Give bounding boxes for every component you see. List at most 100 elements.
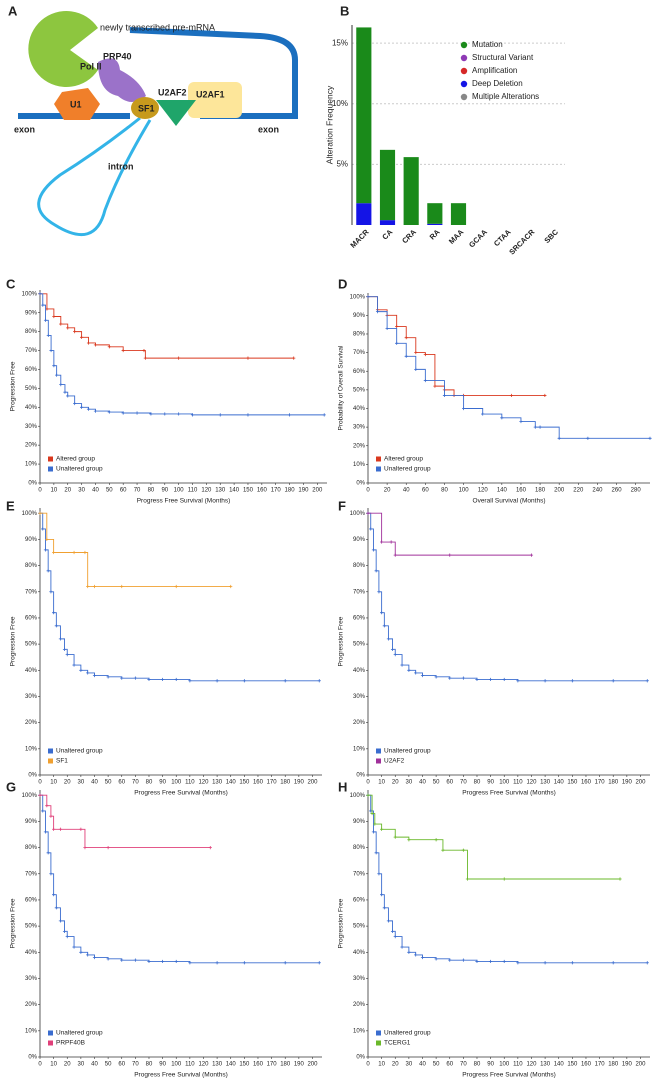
censor-mark	[218, 413, 222, 417]
x-tick-label: 120	[478, 488, 489, 494]
x-tick-label: 10	[51, 488, 58, 494]
censor-mark	[461, 848, 465, 852]
bar-segment	[427, 223, 443, 225]
survival-curve	[368, 512, 648, 682]
censor-mark	[618, 877, 622, 881]
legend-label: Deep Deletion	[472, 79, 523, 88]
node-label: U1	[70, 99, 82, 109]
censor-mark	[86, 953, 90, 957]
x-tick-label: 20	[392, 780, 399, 786]
censor-mark	[434, 957, 438, 961]
censor-mark	[49, 590, 53, 594]
x-axis-label: Progress Free Survival (Months)	[462, 790, 556, 797]
x-tick-label: 180	[608, 1062, 619, 1068]
censor-mark	[38, 292, 42, 296]
censor-mark	[92, 584, 97, 589]
y-axis-label: Progression Free	[10, 361, 17, 411]
x-tick-label: 10	[378, 1062, 385, 1068]
censor-mark	[317, 961, 321, 965]
x-tick-label: 180	[285, 488, 296, 494]
y-tick-label: 70%	[353, 871, 366, 877]
x-tick-label: 120	[526, 1062, 537, 1068]
sf1-shape	[131, 97, 159, 119]
legend-label: Amplification	[472, 66, 517, 75]
x-tick-label: 90	[159, 1062, 166, 1068]
censor-mark	[63, 390, 67, 394]
x-tick-label: 170	[271, 488, 282, 494]
censor-mark	[382, 624, 386, 628]
x-tick-label: 140	[229, 488, 240, 494]
y-tick-label: 20%	[25, 443, 38, 449]
censor-mark	[147, 677, 151, 682]
x-tick-label: 180	[535, 488, 546, 494]
censor-mark	[465, 877, 470, 881]
survival-curve	[368, 794, 621, 880]
x-tick-label: 200	[554, 488, 565, 494]
censor-mark	[414, 671, 418, 675]
censor-mark	[393, 652, 397, 657]
y-tick-label: 50%	[353, 642, 366, 648]
censor-mark	[72, 663, 76, 667]
y-tick-label: 10%	[332, 99, 348, 108]
censor-mark	[54, 906, 58, 910]
bar-segment	[450, 203, 467, 225]
censor-mark	[72, 550, 76, 555]
y-tick-label: 30%	[25, 694, 38, 700]
x-tick-label: 110	[188, 488, 198, 494]
y-axis-label: Probability of Overall Survival	[338, 345, 345, 430]
y-tick-label: 50%	[25, 386, 38, 392]
censor-mark	[371, 830, 376, 834]
bar-segment	[403, 157, 419, 225]
panel-label: E	[6, 498, 15, 513]
y-tick-label: 100%	[22, 291, 38, 297]
censor-mark	[106, 957, 110, 961]
censor-mark	[516, 961, 520, 965]
legend-label: Multiple Alterations	[472, 92, 539, 101]
censor-mark	[461, 958, 465, 962]
censor-mark	[107, 345, 111, 349]
survival-curve	[368, 512, 532, 556]
x-tick-label: 60	[118, 780, 125, 786]
censor-mark	[448, 676, 452, 680]
censor-mark	[79, 950, 83, 954]
x-tick-label: 190	[294, 780, 305, 786]
y-tick-label: 50%	[353, 387, 366, 393]
censor-mark	[107, 410, 111, 414]
censor-mark	[93, 409, 98, 413]
censor-mark	[58, 919, 63, 923]
x-tick-label: 220	[573, 488, 584, 494]
y-tick-label: 100%	[22, 511, 38, 517]
x-axis-label: Progress Free Survival (Months)	[134, 790, 228, 797]
x-tick-label: 80	[441, 488, 448, 494]
legend-swatch	[460, 41, 468, 49]
x-axis-label: Progress Free Survival (Months)	[134, 1072, 228, 1079]
censor-mark	[489, 677, 493, 682]
y-axis-label: Progression Free	[338, 898, 345, 948]
x-tick-label: 0	[38, 488, 42, 494]
legend-label: Unaltered group	[56, 466, 103, 473]
censor-mark	[461, 676, 465, 680]
x-tick-label: 190	[298, 488, 309, 494]
y-tick-label: 10%	[25, 1028, 38, 1034]
censor-mark	[407, 950, 411, 954]
censor-mark	[287, 413, 292, 417]
x-tick-label: 100	[174, 488, 185, 494]
legend-label: Unaltered group	[56, 748, 103, 755]
legend-swatch	[48, 1040, 53, 1046]
censor-mark	[533, 425, 537, 429]
censor-mark	[611, 961, 615, 965]
censor-mark	[375, 310, 380, 314]
y-tick-label: 80%	[353, 563, 366, 569]
legend-label: Altered group	[384, 456, 423, 463]
x-tick-label: 110	[513, 1062, 523, 1068]
node-label: U2AF1	[196, 89, 225, 99]
y-tick-label: 50%	[353, 924, 366, 930]
y-tick-label: 10%	[25, 462, 38, 468]
u2af2-shape	[156, 100, 196, 126]
u1-shape	[54, 88, 100, 120]
x-tick-label: CTAA	[492, 227, 513, 248]
censor-mark	[46, 851, 50, 855]
censor-mark	[407, 838, 411, 842]
legend-swatch	[376, 1030, 381, 1036]
bar-segment	[356, 27, 372, 204]
